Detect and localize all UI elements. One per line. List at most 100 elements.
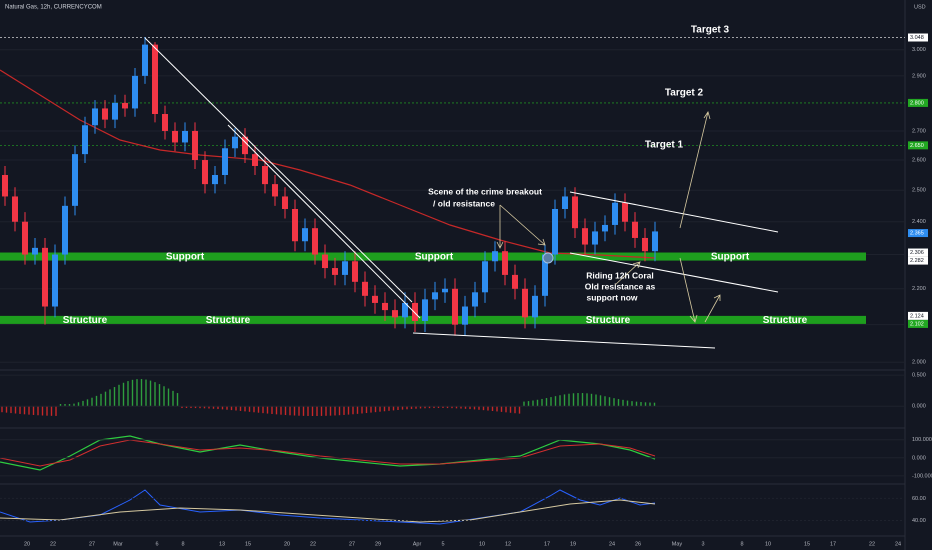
zone-label: Support [415,252,454,263]
y-tick-label: 2.000 [912,360,926,366]
candle-body [292,208,298,242]
candle-body [442,288,448,293]
candle-body [602,224,608,232]
time-axis: 20 22 27 Mar 6 8 13 15 20 22 27 29 Apr 5 10 12 17 19 24 26 M… [24,541,901,547]
pane-tick-label: 60.00 [912,496,926,502]
candle-body [312,228,318,255]
price-badge [908,98,928,107]
trendline [569,252,779,293]
price-badge-label: 2.102 [910,321,924,327]
pane-tick-label: 0.500 [912,373,926,379]
x-tick-label: 10 [765,541,771,547]
pane-tick-label: 0.000 [912,404,926,410]
chart-title: Natural Gas, 12h, CURRENCYCOM [5,5,102,11]
candle-body [352,261,358,282]
candle-body [92,108,98,126]
candle-body [502,251,508,275]
x-tick-label: Apr [413,541,422,547]
candle-body [2,175,8,197]
candle-body [422,299,428,321]
candle-body [102,108,108,120]
drawings [144,37,779,349]
zone [0,315,866,324]
x-tick-label: 3 [701,541,704,547]
zone-label: Support [711,252,750,263]
candle-body [32,247,38,255]
y-tick-label: 2.400 [912,219,926,225]
price-badge [908,248,928,257]
candle-body [342,261,348,275]
arrow [704,294,721,323]
price-badge [908,311,928,320]
x-tick-label: May [672,541,683,547]
annotation: / old resistance [433,198,495,208]
x-tick-label: 29 [375,541,381,547]
candle-body [582,228,588,245]
candle-body [552,208,558,255]
zone-label: Structure [586,315,631,326]
x-tick-label: 15 [804,541,810,547]
candle-body [622,202,628,222]
annotation: Riding 12h Coral [586,270,654,280]
candle-body [222,148,228,176]
x-tick-label: 5 [441,541,444,547]
candle-body [652,231,658,252]
candle-body [142,44,148,76]
zone-label: Structure [763,315,808,326]
zone-label: Support [166,252,205,263]
candle-body [452,288,458,325]
candle-body [402,302,408,318]
candle-body [232,136,238,149]
arrow [496,205,504,249]
zones: Support Support Support Structure Structure S… [0,252,866,326]
candle-body [642,237,648,252]
y-tick-label: 2.200 [912,286,926,292]
x-tick-label: 24 [609,541,615,547]
arrow [614,261,641,286]
candle-body [512,274,518,289]
pane-tick-label: 40.00 [912,518,926,524]
candle-body [52,254,58,307]
x-tick-label: 22 [310,541,316,547]
candle-body [172,130,178,143]
pane-tick-label: -100.000 [912,473,932,479]
y-tick-label: 2.900 [912,73,926,79]
candle-body [112,102,118,120]
annotation: Target 3 [691,25,730,36]
rsi-average [0,499,656,523]
x-tick-label: 22 [50,541,56,547]
candle-body [242,136,248,155]
candle-body [152,44,158,115]
candles [2,37,658,336]
x-tick-label: 13 [219,541,225,547]
x-tick-label: 8 [740,541,743,547]
candle-body [382,302,388,311]
pane-tick-label: 0.000 [912,455,926,461]
price-badge [908,256,928,265]
candle-body [392,310,398,318]
price-badge [908,33,928,42]
y-tick-label: 2.700 [912,128,926,134]
arrow [679,257,698,323]
arrow [679,111,711,229]
x-tick-label: 24 [895,541,901,547]
x-tick-label: 27 [349,541,355,547]
zone [0,252,866,261]
candle-body [462,306,468,325]
candle-body [72,154,78,206]
candle-body [482,261,488,293]
candle-body [22,221,28,255]
arrow [499,204,546,246]
candle-body [262,165,268,185]
candle-body [492,251,498,262]
x-tick-label: 15 [245,541,251,547]
candle-body [572,196,578,229]
arrows [496,111,721,323]
y-tick-label: 3.000 [912,47,926,53]
annotations: Target 3 Target 2 Target 1 Scene of the cri… [428,25,729,303]
x-tick-label: 12 [505,541,511,547]
candle-body [182,130,188,143]
x-tick-label: 26 [635,541,641,547]
